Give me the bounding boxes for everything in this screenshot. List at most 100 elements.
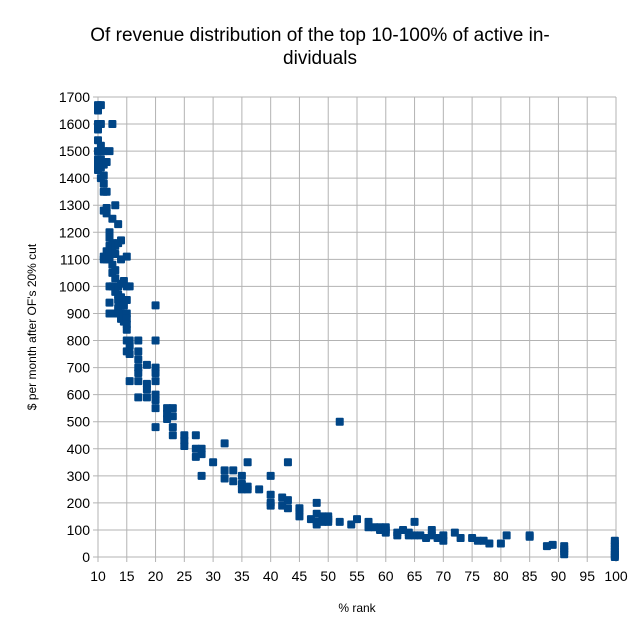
data-point	[255, 485, 264, 494]
data-point	[381, 523, 390, 532]
data-point	[114, 220, 123, 229]
data-point	[125, 341, 134, 350]
data-point	[610, 551, 619, 560]
data-point	[502, 531, 511, 540]
x-tick-label: 45	[292, 568, 308, 584]
data-point	[180, 442, 189, 451]
x-tick-label: 30	[205, 568, 221, 584]
data-point	[439, 531, 448, 540]
data-point	[237, 471, 246, 480]
data-point	[312, 498, 321, 507]
data-point	[410, 517, 419, 526]
data-point	[134, 355, 143, 364]
data-point	[295, 512, 304, 521]
y-tick-label: 1200	[59, 224, 90, 240]
data-point	[151, 404, 160, 413]
data-point	[266, 471, 275, 480]
data-point	[105, 147, 114, 156]
data-point	[560, 542, 569, 551]
data-point	[108, 120, 117, 129]
data-point	[122, 325, 131, 334]
data-point	[117, 236, 126, 245]
x-tick-label: 60	[378, 568, 394, 584]
data-point	[220, 474, 229, 483]
data-point	[151, 369, 160, 377]
data-point	[151, 396, 160, 405]
data-point	[142, 360, 151, 369]
chart-title: Of revenue distribution of the top 10-10…	[0, 24, 640, 70]
data-point	[134, 393, 143, 402]
data-point	[283, 504, 292, 513]
y-tick-label: 1100	[60, 251, 90, 267]
y-tick-label: 100	[67, 522, 91, 538]
data-point	[335, 417, 344, 426]
data-point	[266, 490, 275, 499]
data-point	[220, 439, 229, 448]
y-tick-label: 1500	[59, 143, 90, 159]
data-point	[266, 501, 275, 510]
data-point	[102, 157, 111, 166]
x-tick-label: 20	[148, 568, 164, 584]
data-point	[122, 295, 131, 304]
data-point	[151, 301, 160, 310]
data-point	[295, 504, 304, 513]
x-axis-label: % rank	[338, 601, 376, 615]
data-point	[168, 423, 177, 432]
data-point	[102, 187, 111, 196]
data-point	[151, 336, 160, 345]
y-tick-label: 1000	[59, 278, 90, 294]
data-point	[99, 179, 108, 188]
y-tick-label: 500	[67, 414, 91, 430]
data-point	[168, 431, 177, 440]
x-axis-ticks: 10 15 20 25 30 35 40 45 50 55 60 65 70 75 80 85 90 95 100	[90, 568, 628, 584]
x-tick-label: 40	[263, 568, 279, 584]
gridlines	[93, 96, 617, 562]
chart-title-line-1: Of revenue distribution of the top 10-10…	[90, 25, 550, 46]
y-axis-label: $ per month after OF's 20% cut	[25, 243, 39, 410]
data-point	[191, 431, 200, 440]
data-point	[134, 369, 143, 377]
x-tick-label: 90	[551, 568, 567, 584]
data-point	[243, 485, 252, 494]
data-point	[125, 282, 134, 291]
x-tick-label: 35	[234, 568, 250, 584]
x-tick-label: 70	[436, 568, 452, 584]
chart-title-line-2: dividuals	[283, 48, 357, 69]
y-tick-label: 1400	[59, 170, 90, 186]
y-axis-ticks: 0 100 200 300 400 500 600 700 800 900 1000 1100 1200…	[59, 89, 90, 565]
data-point	[99, 171, 108, 180]
data-point	[220, 466, 229, 475]
data-point	[168, 404, 177, 413]
data-point	[134, 377, 143, 386]
data-point	[353, 515, 361, 524]
y-tick-label: 0	[82, 549, 90, 565]
x-tick-label: 80	[493, 568, 509, 584]
y-tick-label: 1700	[59, 89, 90, 105]
data-point	[142, 393, 151, 402]
data-point	[229, 477, 238, 486]
data-point	[125, 377, 134, 386]
data-point	[197, 471, 206, 480]
data-points	[94, 101, 619, 561]
data-point	[525, 532, 534, 541]
y-tick-label: 900	[67, 305, 91, 321]
data-point	[209, 458, 218, 467]
data-point	[229, 466, 238, 475]
x-tick-label: 100	[604, 568, 628, 584]
data-point	[96, 101, 105, 110]
y-tick-label: 200	[67, 495, 91, 511]
data-point	[456, 534, 465, 543]
x-tick-label: 85	[522, 568, 538, 584]
y-tick-label: 300	[67, 468, 91, 484]
data-point	[548, 540, 557, 549]
data-point	[105, 298, 114, 307]
data-point	[168, 412, 177, 421]
data-point	[335, 517, 344, 526]
x-tick-label: 65	[407, 568, 423, 584]
x-tick-label: 75	[464, 568, 480, 584]
y-tick-label: 800	[67, 333, 91, 349]
data-point	[324, 517, 333, 526]
y-tick-label: 400	[67, 441, 91, 457]
data-point	[197, 450, 206, 459]
